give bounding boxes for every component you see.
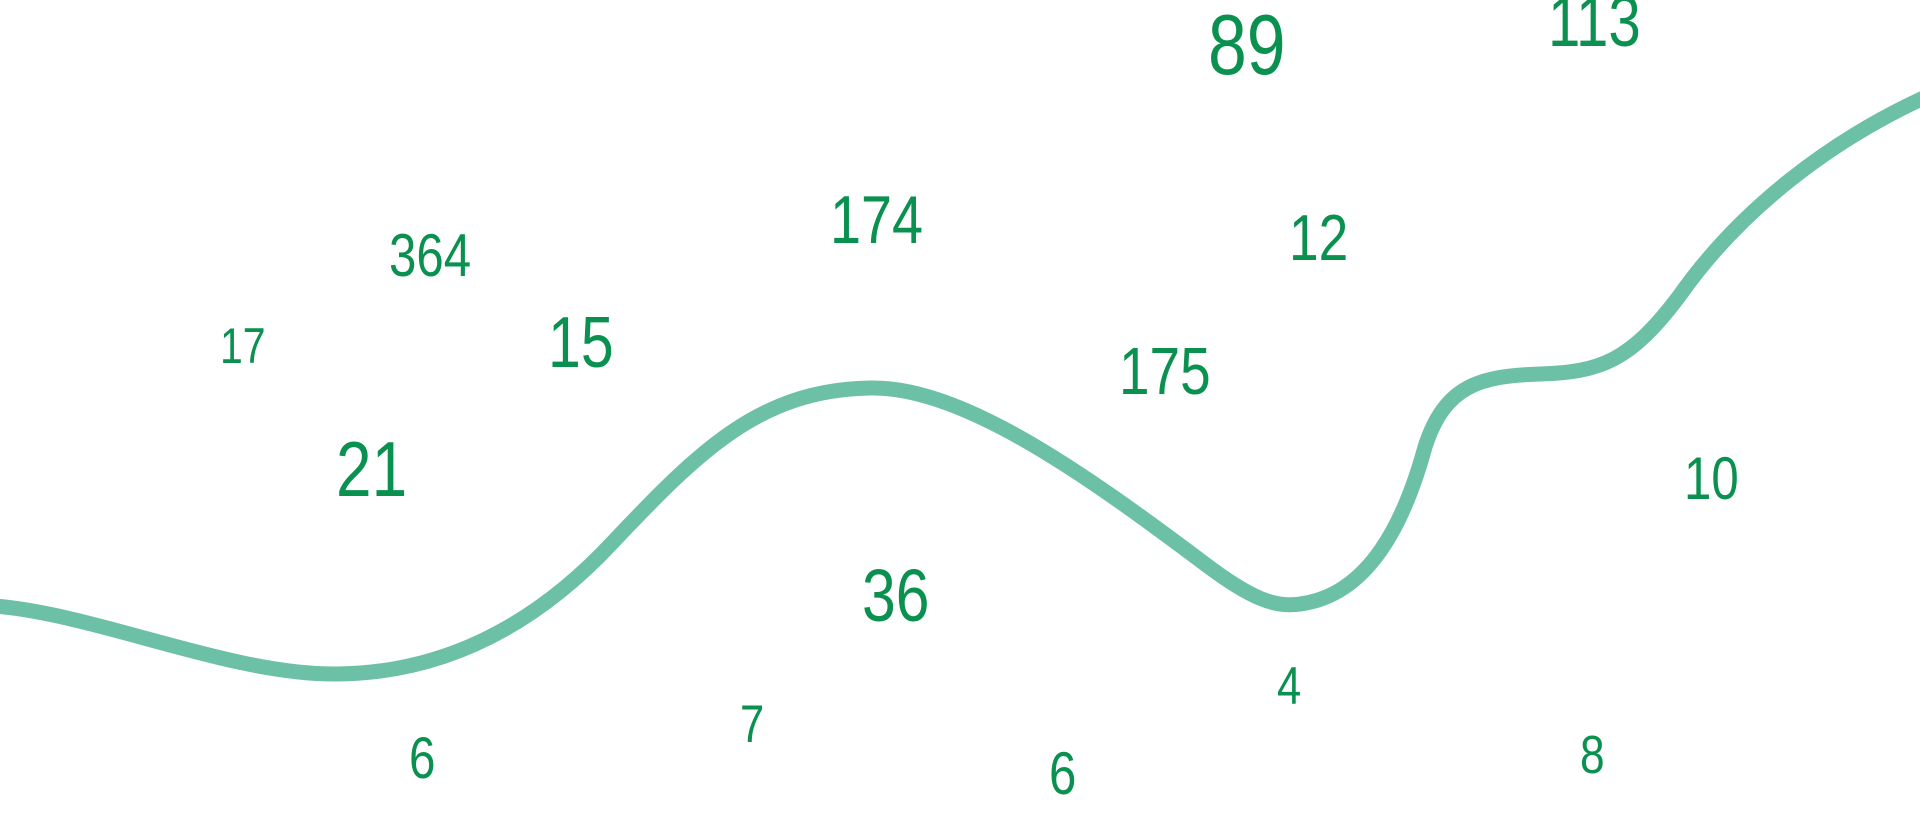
number-label: 6 — [1049, 740, 1077, 807]
number-label: 7 — [740, 695, 765, 754]
number-label: 8 — [1580, 725, 1605, 785]
number-label: 174 — [830, 182, 924, 258]
number-label: 10 — [1684, 445, 1739, 512]
number-label: 4 — [1277, 657, 1302, 716]
number-label: 12 — [1289, 201, 1349, 274]
number-label: 6 — [409, 726, 436, 791]
number-label: 364 — [389, 222, 472, 289]
number-label: 175 — [1119, 334, 1211, 409]
number-label: 113 — [1548, 0, 1641, 62]
number-label: 15 — [548, 303, 614, 383]
number-label: 36 — [862, 554, 930, 637]
number-label: 21 — [336, 425, 408, 513]
number-label: 17 — [220, 318, 266, 374]
number-label: 89 — [1208, 0, 1286, 93]
wavy-curve — [0, 91, 1920, 682]
